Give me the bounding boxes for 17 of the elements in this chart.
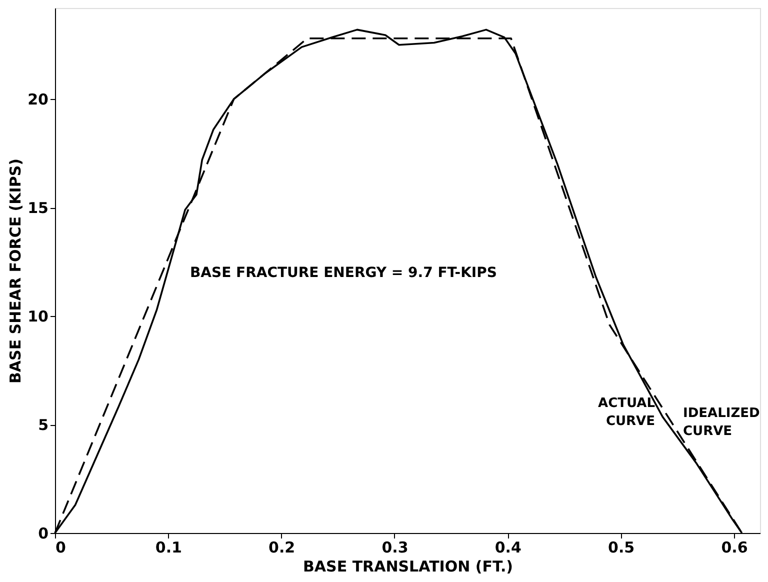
x-tick-label: 0.2 <box>268 538 296 556</box>
x-axis-title: BASE TRANSLATION (FT.) <box>302 558 514 576</box>
annotation: BASE FRACTURE ENERGY = 9.7 FT-KIPS <box>190 265 497 281</box>
series-label: IDEALIZED CURVE <box>683 406 760 439</box>
y-tick-label: 0 <box>38 524 48 542</box>
y-axis-title: BASE SHEAR FORCE (KIPS) <box>6 158 25 384</box>
y-tick-label: 15 <box>28 199 48 218</box>
x-tick-label: 0.6 <box>721 538 748 556</box>
x-tick-label: 0.5 <box>608 538 635 556</box>
y-tick-label: 20 <box>28 90 48 109</box>
x-tick-label: 0 <box>56 538 66 556</box>
x-tick-label: 0.3 <box>382 538 408 556</box>
x-tick-label: 0.4 <box>494 538 522 556</box>
x-tick-label: 0.1 <box>155 538 182 556</box>
series-label: ACTUAL CURVE <box>598 396 655 429</box>
y-tick-label: 10 <box>28 308 48 326</box>
y-tick-label: 5 <box>38 416 48 434</box>
